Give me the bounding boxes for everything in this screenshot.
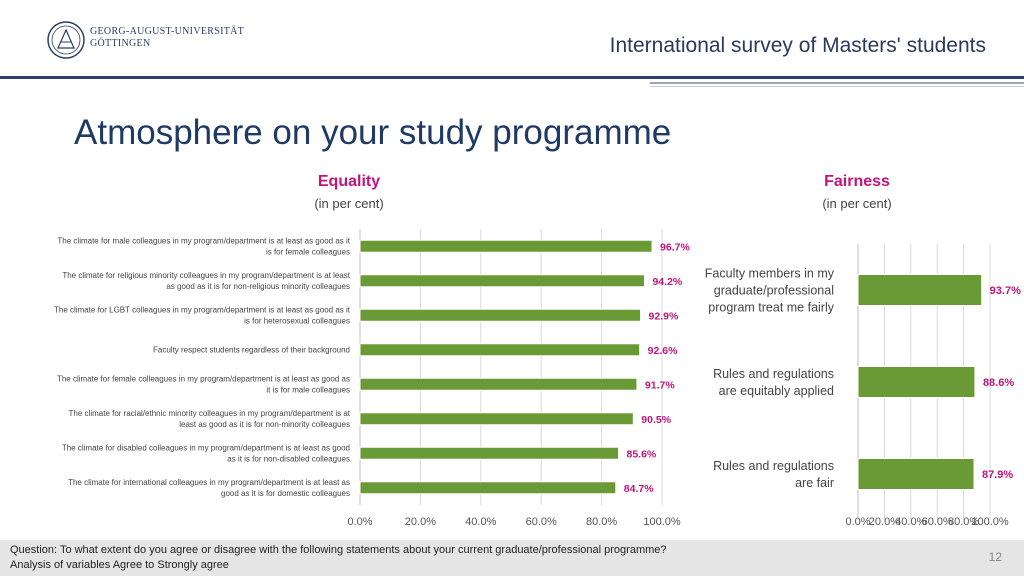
header-subdivider-thin [650, 86, 1024, 87]
equality-tick-label: 0.0% [347, 516, 372, 528]
fairness-value-label: 87.9% [982, 469, 1013, 481]
charts-canvas: 0.0% 20.0% 40.0% 60.0% 80.0% 100.0%96.7%The c… [54, 229, 1021, 528]
fairness-category-label: program treat me fairly [708, 300, 834, 314]
university-name-line1: GEORG-AUGUST-UNIVERSITÄT [90, 26, 245, 37]
equality-value-label: 92.6% [648, 345, 678, 357]
equality-value-label: 91.7% [645, 379, 675, 391]
equality-category-label: is for female colleagues [266, 248, 350, 257]
university-name-line2: GÖTTINGEN [90, 38, 151, 49]
equality-category-label: The climate for international colleagues… [68, 478, 350, 487]
equality-bar [359, 481, 617, 495]
equality-value-label: 94.2% [652, 276, 682, 288]
fairness-category-label: Rules and regulations [713, 459, 834, 473]
equality-tick-label: 20.0% [405, 516, 436, 528]
equality-tick-label: 80.0% [586, 516, 617, 528]
equality-value-label: 92.9% [649, 310, 679, 322]
equality-value-label: 84.7% [624, 483, 654, 495]
equality-category-label: The climate for disabled colleagues in m… [62, 444, 350, 453]
equality-value-label: 96.7% [660, 241, 690, 253]
page-title: Atmosphere on your study programme [74, 113, 672, 152]
equality-category-label: The climate for female colleagues in my … [57, 375, 350, 384]
equality-bar [359, 412, 634, 426]
fairness-tick-label: 0.0% [845, 516, 870, 528]
equality-chart-unit: (in per cent) [314, 196, 384, 211]
equality-value-label: 85.6% [627, 448, 657, 460]
equality-category-label: as it is for non-disabled colleagues [227, 455, 350, 464]
equality-category-label: as good as it is for non-religious minor… [166, 282, 350, 291]
equality-category-label: The climate for religious minority colle… [62, 271, 350, 280]
footer-analysis-note: Analysis of variables Agree to Strongly … [10, 559, 229, 571]
fairness-value-label: 93.7% [990, 285, 1021, 297]
fairness-chart-unit: (in per cent) [822, 196, 892, 211]
equality-category-label: is for heterosexual colleagues [244, 317, 350, 326]
header-divider [0, 76, 1024, 79]
fairness-bar [857, 274, 983, 306]
fairness-category-label: are equitably applied [719, 384, 834, 398]
university-seal-logo [47, 21, 85, 59]
equality-bar [359, 377, 638, 391]
header-title: International survey of Masters' student… [609, 34, 986, 57]
fairness-category-label: graduate/professional [714, 283, 834, 297]
fairness-category-label: are fair [795, 476, 834, 490]
equality-bar [359, 274, 645, 288]
equality-bar [359, 446, 620, 460]
equality-category-label: least as good as it is for non-minority … [179, 420, 350, 429]
equality-bar [359, 308, 642, 322]
fairness-category-label: Rules and regulations [713, 367, 834, 381]
equality-category-label: The climate for LGBT colleagues in my pr… [54, 306, 351, 315]
equality-category-label: The climate for racial/ethnic minority c… [69, 409, 351, 418]
equality-category-label: it is for male colleagues [266, 386, 350, 395]
equality-chart-title: Equality [317, 173, 381, 190]
equality-value-label: 90.5% [641, 414, 671, 426]
equality-tick-label: 100.0% [643, 516, 681, 528]
fairness-chart-title: Fairness [824, 173, 890, 190]
fairness-tick-label: 100.0% [971, 516, 1009, 528]
fairness-category-label: Faculty members in my [705, 266, 835, 280]
fairness-value-label: 88.6% [983, 377, 1014, 389]
equality-category-label: Faculty respect students regardless of t… [153, 346, 350, 355]
footer-question: Question: To what extent do you agree or… [10, 544, 667, 556]
fairness-tick-label: 20.0% [869, 516, 900, 528]
equality-category-label: The climate for male colleagues in my pr… [57, 237, 350, 246]
equality-category-label: good as it is for domestic colleagues [221, 489, 350, 498]
equality-bar [359, 343, 641, 357]
equality-bar [359, 239, 653, 253]
fairness-tick-label: 80.0% [948, 516, 979, 528]
fairness-bar [857, 458, 975, 490]
fairness-bar [857, 366, 976, 398]
fairness-tick-label: 40.0% [895, 516, 926, 528]
equality-tick-label: 60.0% [526, 516, 557, 528]
fairness-tick-label: 60.0% [922, 516, 953, 528]
equality-tick-label: 40.0% [465, 516, 496, 528]
page-number: 12 [988, 550, 1002, 564]
footer-bar [0, 540, 1024, 576]
header-subdivider [650, 82, 1024, 84]
university-name: GEORG-AUGUST-UNIVERSITÄT GÖTTINGEN [90, 26, 244, 50]
